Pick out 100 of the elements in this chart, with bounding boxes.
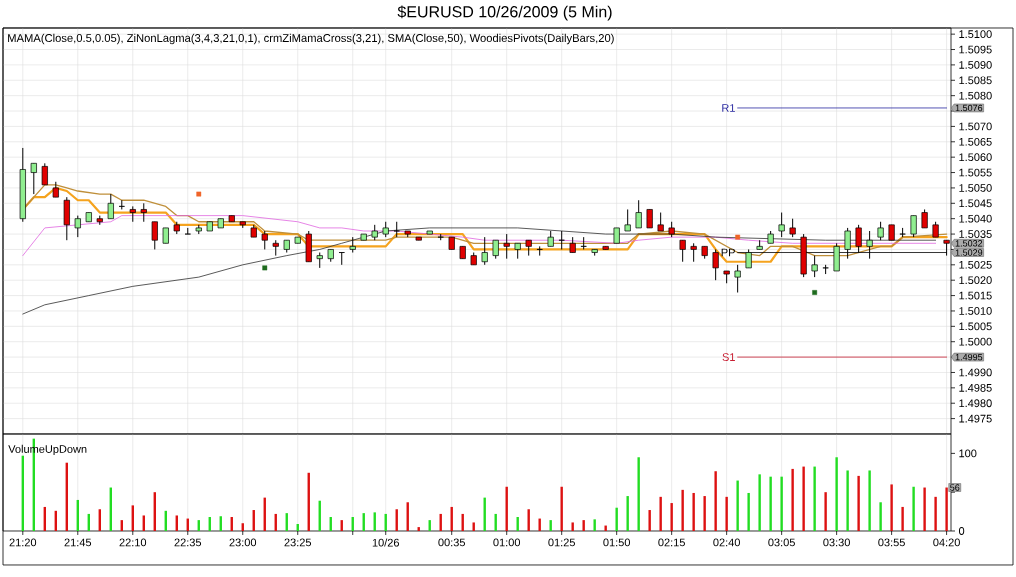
- y-tick-label: 1.5065: [959, 137, 992, 146]
- y-tick-label: 1.5055: [959, 168, 992, 177]
- candlestick: [734, 264, 741, 293]
- series-label: PP: [721, 248, 735, 257]
- y-tick-label: 1.5020: [959, 276, 992, 285]
- bar: [648, 510, 651, 531]
- bar: [615, 507, 618, 531]
- candlestick: [624, 208, 631, 232]
- bar: [703, 496, 706, 531]
- data-label: 1.4995: [955, 353, 983, 361]
- bar: [934, 496, 937, 531]
- x-tick-label: 00:35: [438, 538, 465, 547]
- bar: [659, 496, 662, 531]
- candlestick: [261, 230, 268, 250]
- x-tick-label: 02:40: [713, 538, 740, 547]
- candlestick: [877, 221, 884, 241]
- bar: [549, 520, 552, 531]
- y-tick-label: 0: [958, 527, 965, 535]
- bar: [637, 457, 640, 531]
- y-tick-label: 1.4975: [959, 414, 992, 423]
- point: [196, 191, 202, 197]
- bar: [846, 470, 849, 531]
- candlestick: [712, 248, 719, 281]
- y-tick-label: 1.5090: [959, 61, 992, 69]
- data-label: 1.5029: [955, 249, 983, 256]
- candlestick: [635, 199, 642, 229]
- chart-title: $EURUSD 10/26/2009 (5 Min): [397, 5, 612, 21]
- y-tick-label: 1.5045: [959, 199, 992, 208]
- data-label: 56: [950, 484, 960, 491]
- bar: [527, 509, 530, 531]
- bar: [813, 466, 816, 531]
- y-tick-label: 1.5100: [959, 30, 992, 39]
- bar: [802, 466, 805, 531]
- bar: [516, 517, 519, 531]
- x-tick-label: 03:55: [878, 538, 905, 547]
- bar: [923, 487, 926, 531]
- y-tick-label: 1.5035: [959, 230, 992, 238]
- bar: [472, 522, 475, 531]
- bar: [769, 476, 772, 531]
- text: 1.5032: [955, 240, 983, 247]
- bar: [901, 506, 904, 531]
- x-tick-label: 22:35: [174, 538, 202, 547]
- y-tick-label: 1.5080: [959, 91, 992, 100]
- data-label: 1.5076: [955, 104, 983, 112]
- bar: [912, 486, 915, 531]
- x-tick-label: 01:25: [548, 538, 575, 547]
- candlestick: [646, 208, 653, 229]
- y-tick-label: 1.5000: [959, 337, 992, 346]
- point: [262, 265, 268, 271]
- x-tick-label: 22:10: [119, 538, 147, 547]
- x-tick-label: 23:00: [229, 538, 257, 547]
- candlestick: [107, 193, 114, 220]
- candlestick: [30, 162, 37, 195]
- y-tick-label: 100: [959, 449, 977, 458]
- bar: [626, 496, 629, 531]
- bar: [538, 518, 541, 531]
- y-tick-label: 1.5095: [959, 45, 992, 54]
- bar: [868, 470, 871, 531]
- x-tick-label: 21:45: [64, 538, 92, 547]
- point: [812, 290, 818, 295]
- candlestick: [492, 239, 499, 260]
- bar: [945, 487, 948, 531]
- candlestick: [481, 236, 488, 266]
- candlestick: [778, 212, 785, 238]
- bar: [582, 520, 585, 531]
- candlestick: [690, 242, 697, 263]
- candlestick: [679, 239, 686, 263]
- point: [735, 234, 741, 240]
- candlestick: [140, 202, 147, 223]
- bar: [714, 471, 717, 531]
- candlestick: [503, 233, 510, 260]
- candlestick: [41, 162, 48, 186]
- bar: [560, 486, 563, 531]
- y-tick-label: 1.5010: [959, 307, 992, 315]
- y-tick-label: 1.4985: [959, 383, 992, 392]
- y-tick-label: 1.5005: [959, 322, 992, 331]
- bar: [747, 492, 750, 531]
- x-tick-label: 02:15: [658, 538, 685, 547]
- bar: [890, 484, 893, 531]
- bar: [736, 480, 739, 531]
- bar: [758, 474, 761, 531]
- y-tick-label: 1.5040: [959, 214, 992, 223]
- y-tick-label: 1.5085: [959, 76, 992, 85]
- bar: [725, 496, 728, 531]
- x-tick-label: 03:05: [768, 538, 795, 547]
- x-tick-label: 23:25: [284, 538, 312, 547]
- series-label: S1: [722, 353, 735, 361]
- bar: [791, 468, 794, 531]
- bar: [879, 502, 882, 531]
- bar: [571, 522, 574, 531]
- bar: [604, 525, 607, 531]
- x-tick-label: 01:00: [493, 538, 521, 547]
- candlestick: [910, 215, 917, 238]
- bar: [681, 489, 684, 531]
- x-tick-label: 03:30: [823, 538, 850, 547]
- candlestick: [921, 208, 928, 229]
- x-tick-label: 10/26: [372, 538, 399, 547]
- candlestick: [789, 218, 796, 238]
- candlestick: [74, 215, 81, 238]
- y-tick-label: 1.5060: [959, 153, 992, 162]
